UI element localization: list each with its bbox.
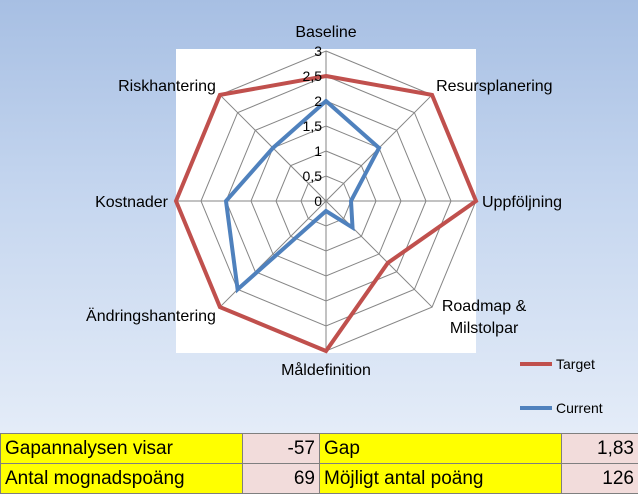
maturity-points-value[interactable]: 69 (242, 463, 320, 494)
legend-item-target: Target (520, 356, 595, 372)
category-label: Resursplanering (436, 78, 553, 95)
series-line-current (223, 98, 382, 294)
maturity-points-label[interactable]: Antal mognadspoäng (0, 463, 243, 494)
category-label: Måldefinition (281, 361, 371, 379)
grid-spoke (325, 200, 433, 308)
series-line-target (173, 73, 479, 354)
legend-label-current: Current (556, 400, 603, 416)
gap-value[interactable]: 1,83 (561, 433, 638, 464)
legend: Target Current (520, 352, 635, 422)
table-row: Gapannalysen visar -57 Gap 1,83 (0, 433, 638, 464)
tick-label: 2,5 (303, 68, 323, 84)
table-row: Antal mognadspoäng 69 Möjligt antal poän… (0, 463, 638, 494)
legend-item-current: Current (520, 400, 603, 416)
category-label: Riskhantering (118, 78, 216, 95)
chart-area: 0 0,5 1 1,5 2 2,5 3 Baseline Resursplanering Upp… (0, 0, 638, 433)
tick-label: 0,5 (303, 168, 323, 184)
tick-label: 1,5 (303, 118, 323, 134)
possible-points-label[interactable]: Möjligt antal poäng (319, 463, 562, 494)
possible-points-value[interactable]: 126 (561, 463, 638, 494)
category-label: Ändringshantering (86, 307, 216, 325)
gap-analysis-value[interactable]: -57 (242, 433, 320, 464)
gap-label[interactable]: Gap (319, 433, 562, 464)
category-label: Uppföljning (482, 194, 562, 211)
tick-label: 2 (314, 93, 322, 109)
legend-swatch-target (520, 362, 552, 366)
radar-chart: 0 0,5 1 1,5 2 2,5 3 Baseline Resursplanering Upp… (86, 24, 562, 379)
tick-label: 0 (314, 193, 322, 209)
category-label: Kostnader (95, 194, 169, 211)
gap-analysis-label[interactable]: Gapannalysen visar (0, 433, 243, 464)
legend-swatch-current (520, 406, 552, 410)
tick-label: 1 (314, 143, 322, 159)
category-label: Roadmap & Milstolpar (442, 298, 527, 337)
category-label: Baseline (295, 24, 356, 41)
tick-label: 3 (314, 43, 322, 59)
summary-table: Gapannalysen visar -57 Gap 1,83 Antal mo… (0, 433, 638, 494)
legend-label-target: Target (556, 356, 595, 372)
